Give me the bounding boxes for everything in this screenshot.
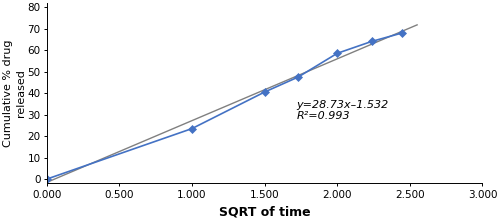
X-axis label: SQRT of time: SQRT of time bbox=[219, 205, 310, 218]
Y-axis label: Cumulative % drug
released: Cumulative % drug released bbox=[3, 39, 26, 147]
Text: y=28.73x–1.532
R²=0.993: y=28.73x–1.532 R²=0.993 bbox=[296, 99, 389, 121]
